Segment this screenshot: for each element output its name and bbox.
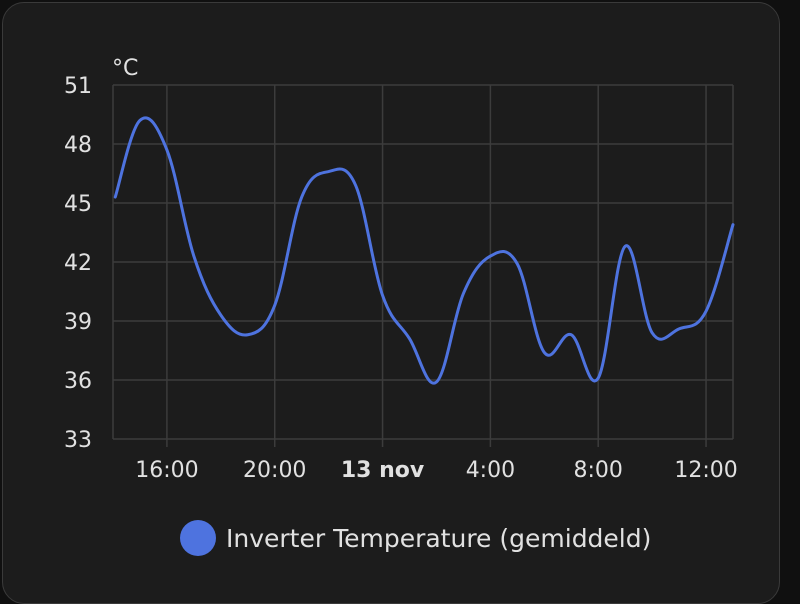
y-tick-label: 51	[64, 74, 92, 99]
y-tick-label: 48	[64, 133, 92, 158]
data-point	[165, 148, 169, 152]
y-tick-label: 42	[64, 251, 92, 276]
data-point	[731, 223, 735, 227]
temperature-line-chart: 33 36 39 42 45 48 51 16:00 20:00 13 nov 4:00 8:00 12…	[64, 56, 738, 483]
data-point	[569, 333, 573, 337]
y-tick-label: 45	[64, 192, 92, 217]
data-point	[488, 254, 492, 258]
data-point	[542, 350, 546, 354]
data-point	[461, 291, 465, 295]
data-point	[408, 337, 412, 341]
data-point	[354, 183, 358, 187]
data-point	[273, 303, 277, 307]
data-point	[300, 195, 304, 199]
x-tick-label: 13 nov	[341, 458, 425, 483]
legend-item[interactable]: Inverter Temperature (gemiddeld)	[180, 518, 651, 558]
data-point	[327, 170, 331, 174]
data-point	[138, 118, 142, 122]
data-point	[677, 327, 681, 331]
x-tick-label: 20:00	[243, 458, 306, 483]
legend-label: Inverter Temperature (gemiddeld)	[226, 523, 652, 553]
data-point	[704, 309, 708, 313]
y-tick-label: 33	[64, 428, 92, 453]
data-point	[650, 331, 654, 335]
chart-card	[2, 2, 780, 604]
y-axis-unit-label: °C	[112, 56, 138, 81]
data-point	[623, 244, 627, 248]
data-point	[596, 376, 600, 380]
legend-color-dot	[180, 520, 216, 556]
data-point	[381, 293, 385, 297]
data-point	[515, 262, 519, 266]
data-point	[192, 254, 196, 258]
x-tick-label: 12:00	[674, 458, 737, 483]
series-line-inverter-temperature	[113, 116, 735, 385]
x-tick-label: 16:00	[135, 458, 198, 483]
data-point	[113, 195, 117, 199]
data-point	[246, 333, 250, 337]
x-tick-label: 4:00	[466, 458, 515, 483]
data-point	[434, 380, 438, 384]
data-point	[219, 313, 223, 317]
y-tick-label: 36	[64, 369, 92, 394]
y-tick-label: 39	[64, 310, 92, 335]
x-tick-label: 8:00	[574, 458, 623, 483]
